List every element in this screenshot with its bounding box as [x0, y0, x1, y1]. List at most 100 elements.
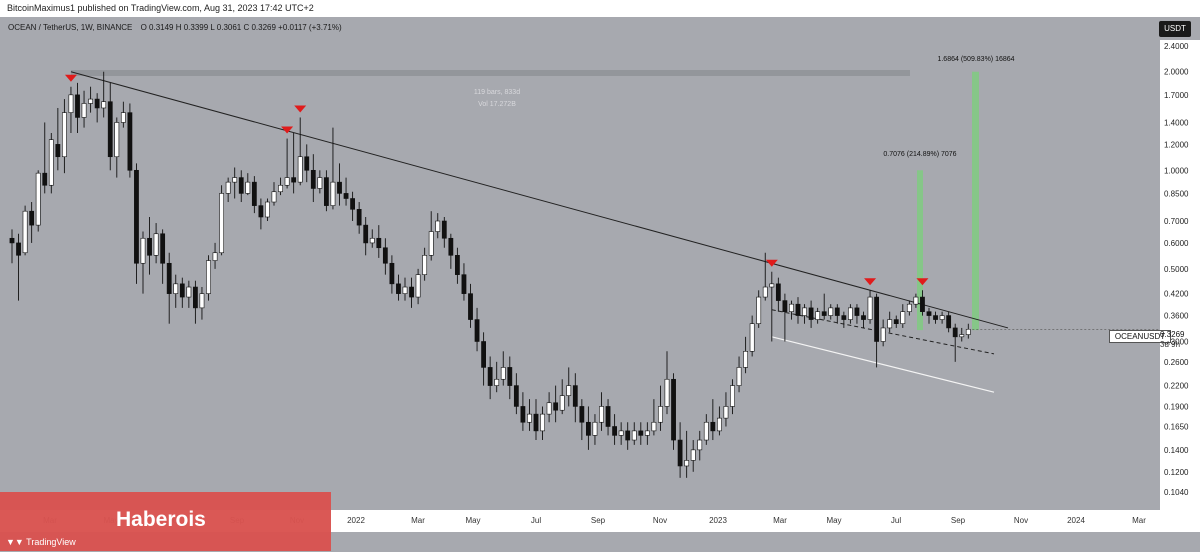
- candle-up: [68, 94, 74, 113]
- candle-up: [716, 417, 722, 432]
- candle-up: [743, 351, 748, 368]
- tradingview-logo-icon: ▼▼: [6, 537, 24, 547]
- candle-up: [81, 103, 87, 118]
- candle-down: [291, 177, 297, 183]
- chart-area[interactable]: [0, 17, 1200, 552]
- time-tick-label: Mar: [1132, 516, 1146, 525]
- candle-up: [847, 307, 853, 320]
- peak-marker: [281, 126, 294, 134]
- measure-band: [70, 70, 910, 76]
- candle-up: [599, 406, 604, 423]
- candle-down: [893, 319, 899, 324]
- candle-up: [402, 286, 408, 294]
- price-tick-label: 2.0000: [1164, 68, 1189, 77]
- candle-up: [684, 460, 690, 467]
- candle-down: [166, 262, 172, 294]
- candle-up: [101, 101, 107, 109]
- candle-up: [939, 315, 945, 320]
- candle-up: [114, 122, 120, 158]
- time-tick-label: May: [465, 516, 480, 525]
- candle-up: [618, 430, 624, 436]
- candle-up: [527, 413, 532, 423]
- candle-down: [854, 307, 860, 316]
- time-tick-label: Sep: [591, 516, 606, 525]
- candle-up: [730, 385, 735, 407]
- ohlc-values: O 0.3149 H 0.3399 L 0.3061 C 0.3269 +0.0…: [140, 23, 342, 32]
- candle-down: [147, 237, 152, 256]
- time-tick-label: Nov: [653, 516, 667, 525]
- candle-down: [677, 439, 683, 467]
- time-tick-label: 2022: [347, 516, 365, 525]
- candle-down: [350, 198, 355, 210]
- candle-down: [107, 101, 113, 158]
- price-tick-label: 1.7000: [1164, 91, 1189, 100]
- current-price-value: 0.3269: [1160, 330, 1185, 339]
- candle-up: [232, 177, 238, 183]
- candle-up: [880, 327, 886, 342]
- candle-down: [389, 262, 395, 285]
- projection-label: 1.6864 (509.83%) 16864: [937, 56, 1014, 63]
- candle-down: [808, 307, 814, 320]
- projection-bar: [917, 170, 923, 331]
- time-tick-label: Sep: [951, 516, 966, 525]
- candle-down: [179, 283, 185, 298]
- candle-up: [271, 191, 277, 203]
- candle-down: [638, 430, 644, 436]
- candle-up: [219, 193, 224, 254]
- candle-down: [553, 402, 559, 411]
- candle-up: [664, 378, 670, 407]
- candle-up: [265, 201, 270, 218]
- quote-currency-button[interactable]: USDT: [1159, 21, 1191, 37]
- candle-down: [75, 94, 80, 118]
- time-tick-label: Jul: [531, 516, 541, 525]
- candle-down: [127, 112, 133, 171]
- symbol-name: OCEAN / TetherUS, 1W, BINANCE: [8, 23, 133, 32]
- candle-down: [29, 210, 35, 226]
- candle-up: [22, 210, 28, 254]
- candle-up: [546, 402, 552, 415]
- candle-down: [926, 311, 932, 316]
- candle-up: [965, 328, 971, 335]
- projection-label: 0.7076 (214.89%) 7076: [883, 151, 956, 158]
- candle-up: [494, 378, 500, 386]
- candle-up: [330, 181, 336, 206]
- candle-down: [441, 220, 447, 239]
- candle-down: [238, 177, 244, 194]
- peak-marker: [864, 278, 877, 286]
- candle-down: [343, 193, 349, 199]
- time-tick-label: May: [826, 516, 841, 525]
- candle-down: [920, 296, 925, 312]
- candle-up: [651, 421, 657, 432]
- candle-up: [959, 334, 965, 338]
- candle-down: [605, 406, 611, 427]
- price-tick-label: 0.1650: [1164, 422, 1189, 431]
- candle-up: [802, 307, 807, 316]
- candle-down: [454, 255, 460, 275]
- candle-down: [507, 367, 513, 386]
- candle-down: [782, 300, 788, 312]
- price-axis[interactable]: [1160, 40, 1200, 510]
- candle-up: [278, 184, 283, 193]
- candle-down: [625, 430, 631, 441]
- candle-up: [48, 139, 54, 186]
- candle-up: [173, 283, 179, 294]
- candle-down: [946, 315, 952, 329]
- candle-up: [749, 323, 755, 352]
- channel-support-line: [771, 336, 995, 393]
- candle-up: [559, 395, 565, 411]
- published-text: BitcoinMaximus1 published on TradingView…: [7, 3, 314, 13]
- candle-up: [61, 112, 67, 158]
- time-tick-label: 2023: [709, 516, 727, 525]
- price-tick-label: 0.7000: [1164, 217, 1189, 226]
- price-tick-label: 1.2000: [1164, 140, 1189, 149]
- candle-down: [337, 181, 342, 194]
- price-tick-label: 0.2200: [1164, 382, 1189, 391]
- symbol-legend[interactable]: OCEAN / TetherUS, 1W, BINANCE O 0.3149 H…: [8, 23, 342, 32]
- price-tick-label: 0.1040: [1164, 488, 1189, 497]
- candle-up: [317, 177, 323, 189]
- price-tick-label: 0.8500: [1164, 189, 1189, 198]
- candle-down: [952, 327, 958, 338]
- bar-countdown: 3d 9h: [1160, 340, 1181, 349]
- candle-down: [710, 421, 716, 432]
